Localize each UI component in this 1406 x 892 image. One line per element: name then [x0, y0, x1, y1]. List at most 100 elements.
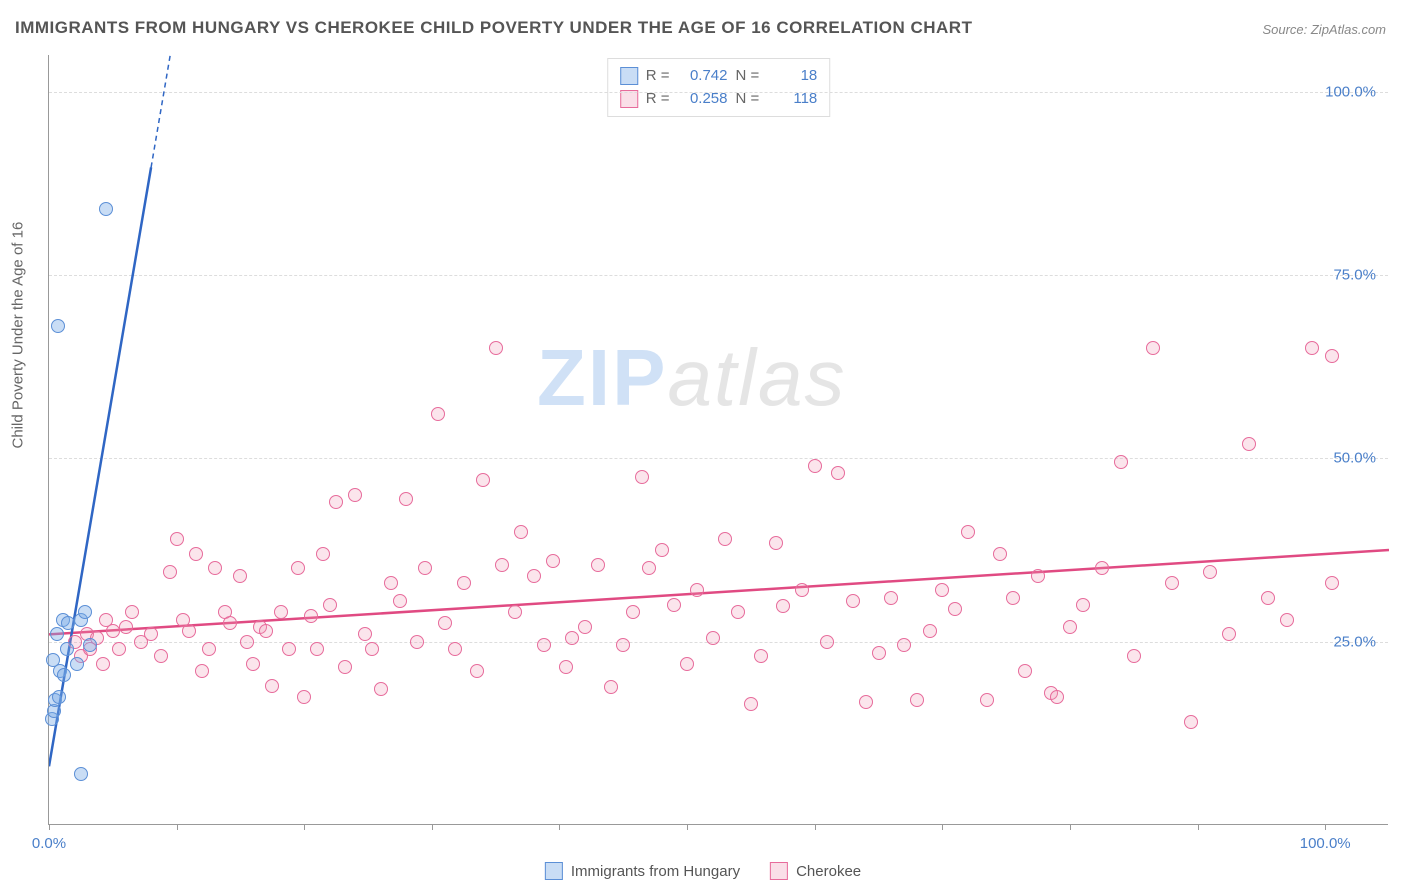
- data-point-cherokee: [565, 631, 579, 645]
- trend-lines: [49, 55, 1389, 825]
- x-tick-mark: [942, 824, 943, 830]
- data-point-cherokee: [431, 407, 445, 421]
- x-tick-mark: [815, 824, 816, 830]
- data-point-cherokee: [859, 695, 873, 709]
- x-tick-mark: [304, 824, 305, 830]
- data-point-cherokee: [769, 536, 783, 550]
- data-point-cherokee: [667, 598, 681, 612]
- data-point-cherokee: [1095, 561, 1109, 575]
- data-point-cherokee: [1325, 349, 1339, 363]
- correlation-legend: R = 0.742 N = 18 R = 0.258 N = 118: [607, 58, 831, 117]
- data-point-cherokee: [537, 638, 551, 652]
- y-axis-label: Child Poverty Under the Age of 16: [10, 222, 27, 449]
- data-point-cherokee: [948, 602, 962, 616]
- x-tick-mark: [49, 824, 50, 830]
- data-point-cherokee: [616, 638, 630, 652]
- data-point-cherokee: [508, 605, 522, 619]
- data-point-cherokee: [1305, 341, 1319, 355]
- data-point-cherokee: [208, 561, 222, 575]
- data-point-cherokee: [1076, 598, 1090, 612]
- x-tick-mark: [1070, 824, 1071, 830]
- data-point-cherokee: [1242, 437, 1256, 451]
- data-point-cherokee: [112, 642, 126, 656]
- data-point-cherokee: [384, 576, 398, 590]
- gridline-h: [49, 458, 1388, 459]
- data-point-cherokee: [365, 642, 379, 656]
- data-point-cherokee: [1280, 613, 1294, 627]
- data-point-cherokee: [418, 561, 432, 575]
- data-point-cherokee: [223, 616, 237, 630]
- data-point-cherokee: [316, 547, 330, 561]
- data-point-cherokee: [374, 682, 388, 696]
- data-point-cherokee: [923, 624, 937, 638]
- gridline-h: [49, 92, 1388, 93]
- data-point-cherokee: [410, 635, 424, 649]
- swatch-pink-icon: [770, 862, 788, 880]
- x-tick-mark: [687, 824, 688, 830]
- data-point-cherokee: [910, 693, 924, 707]
- data-point-cherokee: [265, 679, 279, 693]
- data-point-cherokee: [457, 576, 471, 590]
- data-point-cherokee: [189, 547, 203, 561]
- data-point-hungary: [57, 668, 71, 682]
- data-point-hungary: [60, 642, 74, 656]
- data-point-cherokee: [591, 558, 605, 572]
- data-point-cherokee: [642, 561, 656, 575]
- data-point-cherokee: [680, 657, 694, 671]
- data-point-cherokee: [626, 605, 640, 619]
- data-point-cherokee: [195, 664, 209, 678]
- legend-item-cherokee: Cherokee: [770, 862, 861, 880]
- source-attribution: Source: ZipAtlas.com: [1262, 22, 1386, 37]
- data-point-cherokee: [246, 657, 260, 671]
- data-point-cherokee: [170, 532, 184, 546]
- data-point-hungary: [74, 767, 88, 781]
- data-point-cherokee: [1114, 455, 1128, 469]
- data-point-cherokee: [240, 635, 254, 649]
- data-point-cherokee: [323, 598, 337, 612]
- data-point-cherokee: [1006, 591, 1020, 605]
- data-point-cherokee: [935, 583, 949, 597]
- watermark: ZIPatlas: [537, 332, 846, 424]
- data-point-cherokee: [399, 492, 413, 506]
- data-point-cherokee: [1146, 341, 1160, 355]
- data-point-hungary: [78, 605, 92, 619]
- legend-row-hungary: R = 0.742 N = 18: [620, 65, 818, 88]
- data-point-cherokee: [119, 620, 133, 634]
- data-point-cherokee: [795, 583, 809, 597]
- data-point-cherokee: [1050, 690, 1064, 704]
- data-point-cherokee: [96, 657, 110, 671]
- series-legend: Immigrants from Hungary Cherokee: [545, 862, 861, 880]
- data-point-cherokee: [820, 635, 834, 649]
- data-point-cherokee: [635, 470, 649, 484]
- data-point-cherokee: [274, 605, 288, 619]
- data-point-cherokee: [993, 547, 1007, 561]
- data-point-cherokee: [125, 605, 139, 619]
- data-point-cherokee: [489, 341, 503, 355]
- data-point-cherokee: [1184, 715, 1198, 729]
- x-tick-mark: [432, 824, 433, 830]
- data-point-hungary: [99, 202, 113, 216]
- data-point-cherokee: [304, 609, 318, 623]
- scatter-chart: ZIPatlas R = 0.742 N = 18 R = 0.258 N = …: [48, 55, 1388, 825]
- data-point-hungary: [51, 319, 65, 333]
- data-point-cherokee: [961, 525, 975, 539]
- data-point-cherokee: [808, 459, 822, 473]
- data-point-cherokee: [1203, 565, 1217, 579]
- data-point-cherokee: [706, 631, 720, 645]
- data-point-cherokee: [527, 569, 541, 583]
- data-point-cherokee: [846, 594, 860, 608]
- data-point-cherokee: [776, 599, 790, 613]
- x-tick-mark: [1198, 824, 1199, 830]
- data-point-cherokee: [604, 680, 618, 694]
- data-point-cherokee: [1063, 620, 1077, 634]
- data-point-cherokee: [1031, 569, 1045, 583]
- legend-item-hungary: Immigrants from Hungary: [545, 862, 740, 880]
- data-point-cherokee: [897, 638, 911, 652]
- data-point-cherokee: [578, 620, 592, 634]
- chart-title: IMMIGRANTS FROM HUNGARY VS CHEROKEE CHIL…: [15, 18, 972, 38]
- x-tick-label: 0.0%: [32, 835, 66, 852]
- data-point-cherokee: [310, 642, 324, 656]
- data-point-cherokee: [259, 624, 273, 638]
- data-point-cherokee: [872, 646, 886, 660]
- data-point-cherokee: [514, 525, 528, 539]
